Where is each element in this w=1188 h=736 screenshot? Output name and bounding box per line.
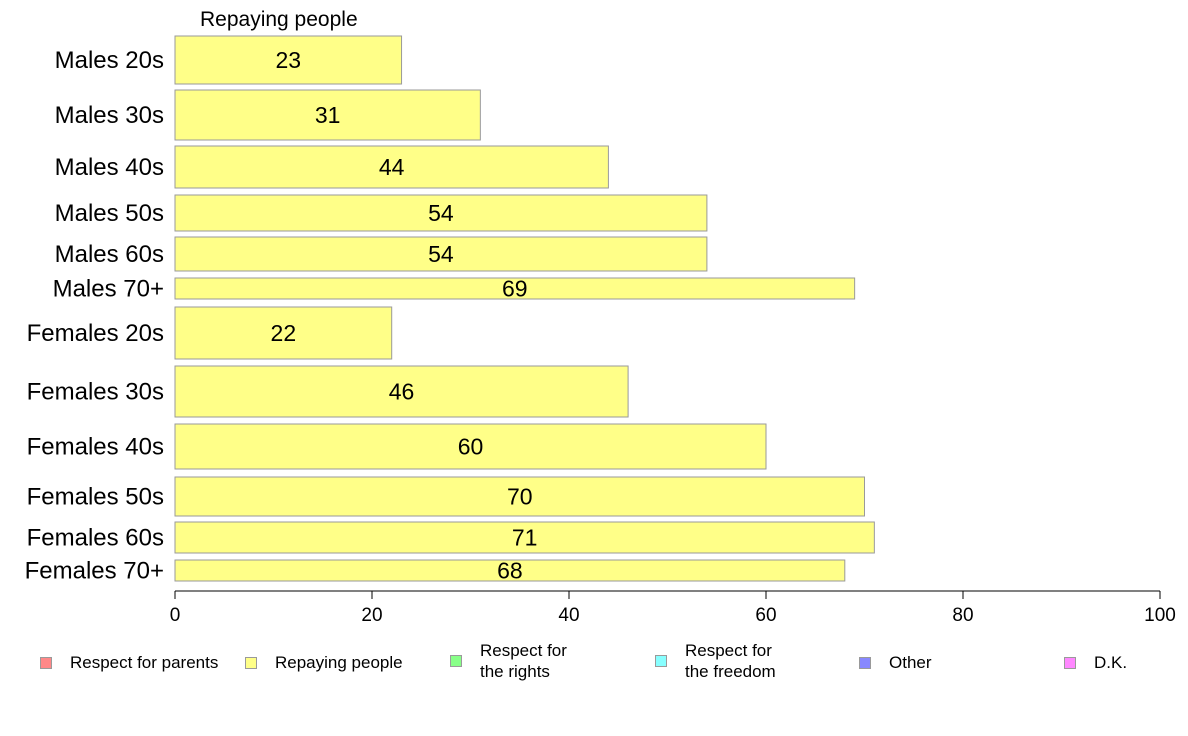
legend-label: Respect for the freedom (685, 641, 776, 681)
x-tick-label: 100 (1144, 605, 1176, 626)
bar-value-label: 23 (275, 47, 301, 73)
bar-value-label: 31 (315, 102, 341, 128)
bar-value-label: 54 (428, 241, 454, 267)
bar (174, 194, 708, 232)
category-label: Males 40s (55, 154, 164, 181)
bar (174, 277, 856, 300)
legend-item-dk: D.K. (1064, 652, 1127, 673)
legend-label: Respect for parents (70, 653, 219, 672)
category-label: Females 60s (27, 525, 164, 552)
x-tick-label: 0 (170, 605, 181, 626)
bar-value-label: 22 (271, 320, 297, 346)
category-label: Males 60s (55, 241, 164, 268)
bar-value-label: 46 (389, 379, 415, 405)
category-label: Males 20s (55, 47, 164, 74)
legend-swatch (859, 656, 871, 669)
bar (174, 559, 846, 582)
x-tick-label: 80 (952, 605, 973, 626)
legend-swatch (655, 655, 667, 667)
bar (174, 476, 865, 517)
bar (174, 365, 629, 418)
legend-item-other: Other (859, 652, 932, 673)
legend-label: D.K. (1094, 653, 1128, 672)
legend-item-respect-for-the-rights: Respect for the rights (450, 640, 567, 682)
legend-swatch (40, 656, 52, 669)
bar (174, 145, 609, 189)
x-axis: 0 20 40 60 80 100 (170, 590, 1176, 626)
legend-swatch (450, 655, 462, 667)
x-tick-label: 60 (755, 605, 776, 626)
legend-swatch (245, 656, 257, 669)
bar-value-label: 60 (458, 434, 484, 460)
category-label: Males 30s (55, 102, 164, 129)
bar (174, 423, 767, 470)
legend-item-respect-for-parents: Respect for parents (40, 652, 218, 673)
bar-value-label: 69 (502, 276, 528, 302)
legend-label: Respect for the rights (480, 641, 567, 681)
bar (174, 89, 481, 141)
category-label: Males 50s (55, 200, 164, 227)
legend-label: Repaying people (275, 653, 403, 672)
bar-value-label: 70 (507, 484, 533, 510)
bar (174, 236, 708, 272)
legend-label: Other (889, 653, 932, 672)
bar-value-label: 54 (428, 200, 454, 226)
legend: Respect for parents Repaying people Resp… (0, 640, 1188, 690)
category-label: Females 70+ (25, 558, 164, 585)
bar-value-label: 68 (497, 558, 523, 584)
x-tick-label: 40 (558, 605, 579, 626)
bar (174, 35, 403, 85)
category-label: Females 30s (27, 379, 164, 406)
category-label: Females 50s (27, 484, 164, 511)
chart-title: Repaying people (200, 8, 358, 31)
category-label: Females 20s (27, 320, 164, 347)
x-tick-label: 20 (361, 605, 382, 626)
bar (174, 521, 875, 554)
legend-swatch (1064, 656, 1076, 669)
bar-value-label: 44 (379, 154, 405, 180)
legend-item-repaying-people: Repaying people (245, 652, 403, 673)
bar (174, 306, 393, 360)
category-label: Females 40s (27, 434, 164, 461)
bar-value-label: 71 (512, 525, 538, 551)
legend-item-respect-for-the-freedom: Respect for the freedom (655, 640, 776, 682)
bars-layer: 23 Males 20s 31 Males 30s 44 Males 40s 54 Males… (25, 35, 875, 585)
category-label: Males 70+ (53, 276, 164, 303)
